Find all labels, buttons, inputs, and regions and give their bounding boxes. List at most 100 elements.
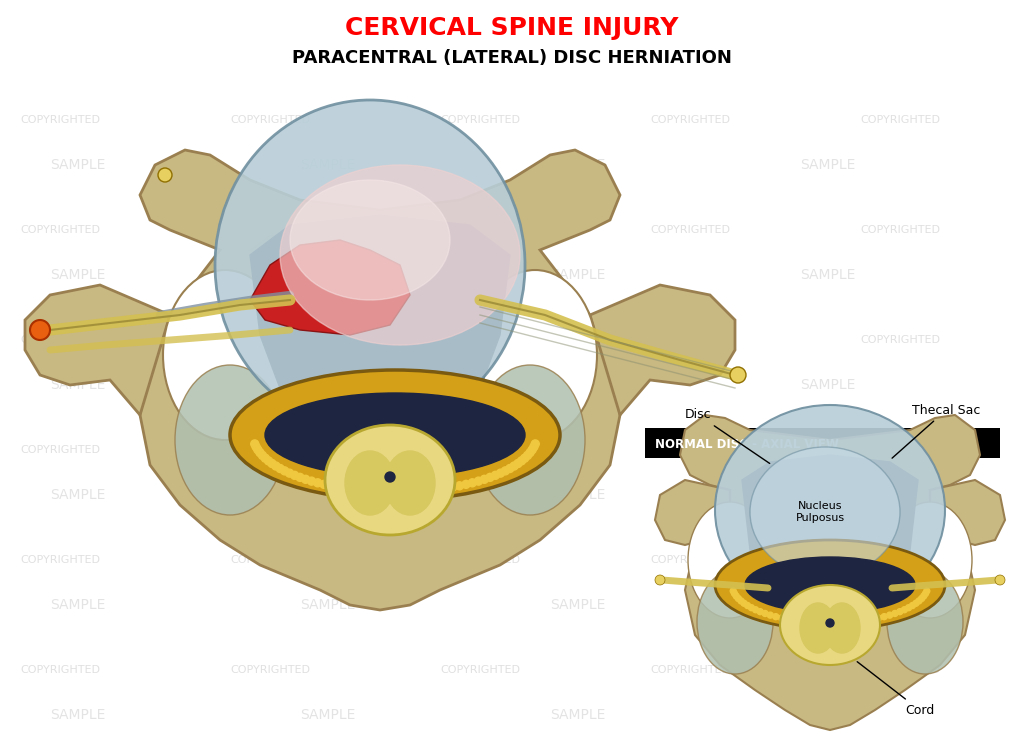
Circle shape	[286, 469, 294, 477]
Circle shape	[919, 596, 925, 602]
Circle shape	[497, 469, 505, 477]
Circle shape	[876, 615, 882, 621]
Circle shape	[804, 619, 810, 625]
Ellipse shape	[230, 370, 560, 500]
Text: COPYRIGHTED: COPYRIGHTED	[650, 445, 730, 455]
Circle shape	[749, 605, 755, 611]
Polygon shape	[25, 285, 170, 415]
Ellipse shape	[887, 570, 963, 674]
Circle shape	[863, 618, 869, 624]
Circle shape	[923, 590, 929, 596]
Text: NORMAL DISC - AXIAL VIEW: NORMAL DISC - AXIAL VIEW	[655, 437, 839, 451]
Circle shape	[406, 488, 414, 496]
Circle shape	[892, 611, 898, 617]
Polygon shape	[250, 240, 410, 335]
Circle shape	[762, 611, 768, 617]
Polygon shape	[250, 235, 310, 263]
Ellipse shape	[800, 603, 836, 653]
Circle shape	[291, 471, 299, 479]
Circle shape	[281, 467, 289, 475]
Circle shape	[486, 473, 494, 482]
Ellipse shape	[280, 165, 520, 345]
Circle shape	[296, 473, 304, 482]
Circle shape	[251, 440, 259, 448]
Circle shape	[791, 618, 797, 624]
Circle shape	[256, 448, 264, 457]
Text: COPYRIGHTED: COPYRIGHTED	[230, 225, 310, 235]
Circle shape	[733, 593, 739, 599]
Circle shape	[915, 598, 922, 604]
Polygon shape	[930, 480, 1005, 545]
Text: COPYRIGHTED: COPYRIGHTED	[440, 445, 520, 455]
Circle shape	[258, 451, 266, 460]
Circle shape	[158, 168, 172, 182]
Polygon shape	[742, 455, 918, 662]
Circle shape	[376, 488, 384, 496]
Text: Nucleus
Pulposus: Nucleus Pulposus	[796, 501, 845, 522]
Circle shape	[753, 607, 759, 613]
Text: SAMPLE: SAMPLE	[50, 598, 105, 612]
Text: SAMPLE: SAMPLE	[300, 488, 355, 502]
Text: Disc: Disc	[685, 408, 770, 464]
Text: COPYRIGHTED: COPYRIGHTED	[440, 225, 520, 235]
Ellipse shape	[697, 570, 773, 674]
Text: SAMPLE: SAMPLE	[50, 158, 105, 172]
Circle shape	[528, 445, 537, 454]
Circle shape	[449, 483, 457, 491]
Circle shape	[333, 483, 341, 491]
Text: SAMPLE: SAMPLE	[800, 598, 855, 612]
Circle shape	[361, 487, 370, 495]
Text: COPYRIGHTED: COPYRIGHTED	[20, 665, 100, 675]
Circle shape	[347, 485, 355, 493]
Circle shape	[738, 598, 744, 604]
Text: SAMPLE: SAMPLE	[300, 158, 355, 172]
Circle shape	[857, 618, 863, 624]
Text: SAMPLE: SAMPLE	[50, 378, 105, 392]
Ellipse shape	[290, 180, 450, 300]
Circle shape	[741, 600, 748, 606]
Text: Thecal Sac: Thecal Sac	[892, 403, 980, 458]
Circle shape	[909, 602, 915, 609]
Text: COPYRIGHTED: COPYRIGHTED	[860, 225, 940, 235]
Circle shape	[276, 464, 284, 473]
Circle shape	[905, 605, 911, 611]
Ellipse shape	[325, 425, 455, 535]
Ellipse shape	[163, 270, 287, 440]
Text: SAMPLE: SAMPLE	[550, 268, 605, 282]
Circle shape	[773, 614, 779, 620]
Text: SAMPLE: SAMPLE	[550, 708, 605, 722]
Circle shape	[837, 620, 843, 626]
Text: COPYRIGHTED: COPYRIGHTED	[440, 335, 520, 345]
Ellipse shape	[385, 451, 435, 515]
Text: COPYRIGHTED: COPYRIGHTED	[440, 115, 520, 125]
Text: SAMPLE: SAMPLE	[550, 488, 605, 502]
Text: COPYRIGHTED: COPYRIGHTED	[650, 555, 730, 565]
Circle shape	[744, 602, 751, 609]
FancyBboxPatch shape	[645, 428, 1000, 458]
Ellipse shape	[215, 100, 525, 430]
Circle shape	[655, 575, 665, 585]
Circle shape	[480, 476, 488, 483]
Circle shape	[526, 448, 535, 457]
Circle shape	[502, 467, 509, 475]
Circle shape	[307, 477, 315, 485]
Circle shape	[514, 460, 522, 467]
Circle shape	[252, 443, 260, 451]
Circle shape	[767, 612, 773, 618]
Circle shape	[327, 482, 335, 490]
Circle shape	[414, 487, 421, 495]
Text: SAMPLE: SAMPLE	[800, 158, 855, 172]
Text: SAMPLE: SAMPLE	[800, 488, 855, 502]
Polygon shape	[140, 150, 620, 610]
Text: SAMPLE: SAMPLE	[50, 708, 105, 722]
Circle shape	[517, 457, 525, 465]
Circle shape	[901, 607, 907, 613]
Circle shape	[272, 462, 280, 470]
Circle shape	[398, 488, 407, 496]
Circle shape	[521, 455, 528, 462]
Circle shape	[921, 593, 927, 599]
Text: COPYRIGHTED: COPYRIGHTED	[650, 115, 730, 125]
Text: COPYRIGHTED: COPYRIGHTED	[440, 555, 520, 565]
Polygon shape	[250, 215, 510, 500]
Circle shape	[757, 609, 763, 615]
